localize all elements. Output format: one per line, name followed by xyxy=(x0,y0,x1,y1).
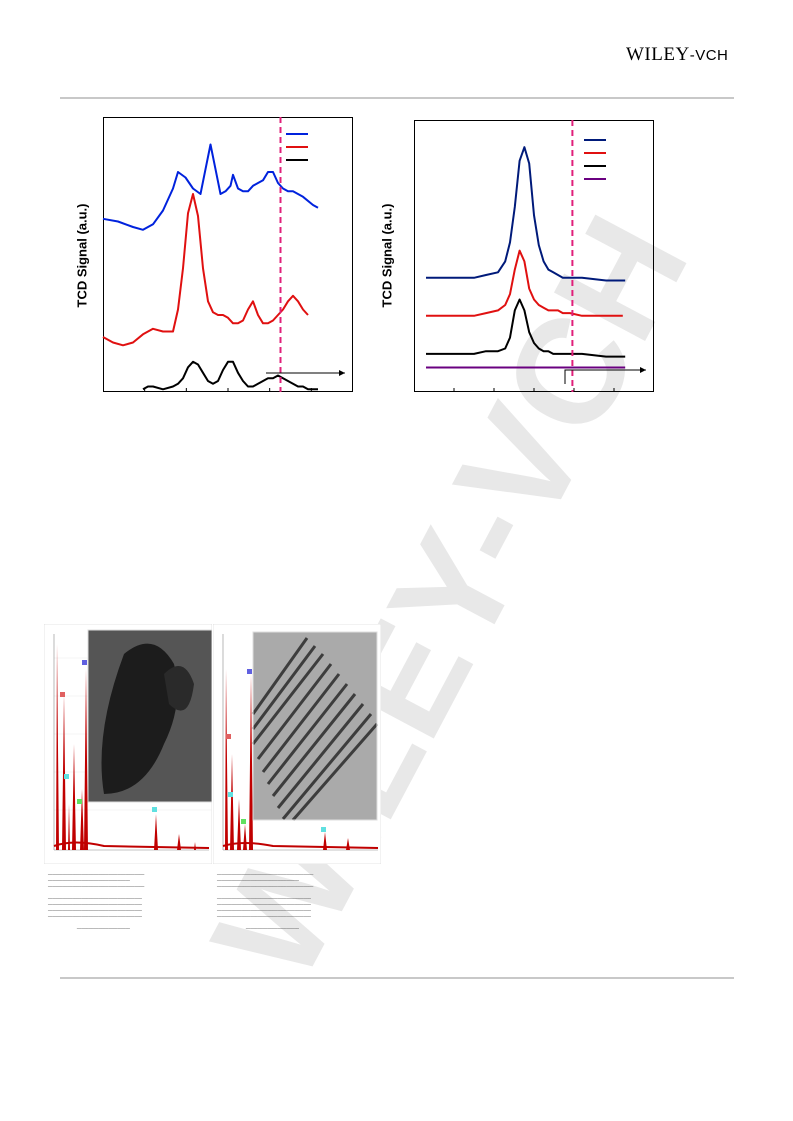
chart1-arrow-head xyxy=(339,370,345,376)
chart2-series-red-line xyxy=(426,249,623,317)
eds-table-2: ────────────────────────────────────────… xyxy=(217,872,314,931)
chart2-frame xyxy=(414,120,654,392)
chart1-series-black-line xyxy=(142,360,318,391)
chart2-y-label: TCD Signal (a.u.) xyxy=(379,203,395,308)
header-rule xyxy=(60,97,734,99)
chart1-series-blue-line xyxy=(102,143,319,231)
eds-table-1: ────────────────────────────────────────… xyxy=(48,872,145,931)
chart1-frame xyxy=(103,117,353,392)
chart1-series-red-line xyxy=(102,193,309,347)
chart2-series-black-line xyxy=(426,298,626,358)
chart2-arrow-head xyxy=(640,367,646,373)
footer-rule xyxy=(60,977,734,979)
chart2-series-navy-line xyxy=(426,146,626,282)
publisher-logo: WILEY-VCH xyxy=(626,44,729,65)
eds-spectrum-1 xyxy=(44,624,212,864)
eds-spectrum-2 xyxy=(213,624,381,864)
chart1-y-label: TCD Signal (a.u.) xyxy=(74,203,90,308)
tpd-chart-1 xyxy=(102,117,353,392)
chart2-step-marker xyxy=(564,369,570,384)
tpd-chart-2 xyxy=(414,120,654,392)
